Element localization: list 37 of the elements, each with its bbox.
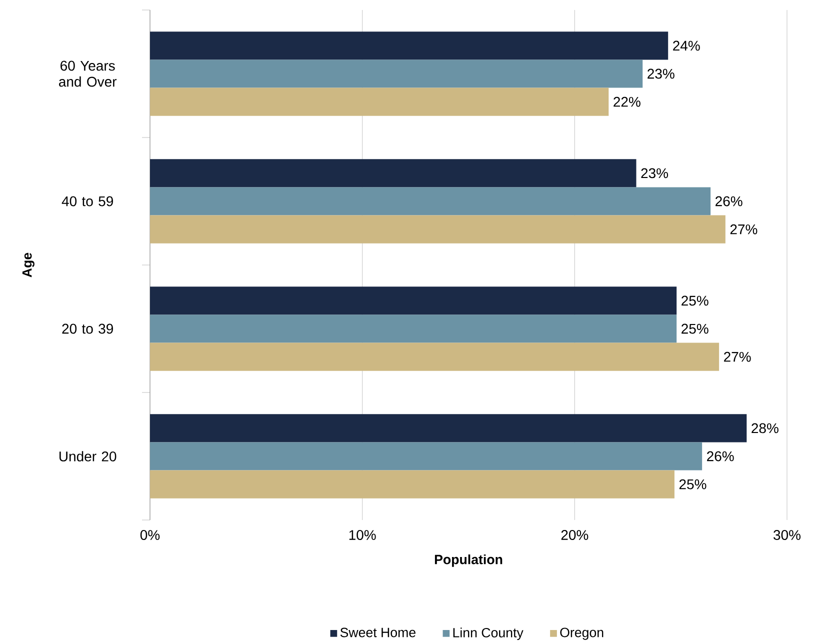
bar (150, 159, 636, 188)
bar (150, 314, 677, 343)
bar (150, 286, 677, 315)
y-tick-label: 40 to 59 (62, 196, 113, 206)
data-label: 25% (682, 296, 708, 306)
bar (150, 60, 643, 88)
bar (150, 342, 720, 371)
y-tick-label: 60 Years and Over (59, 60, 117, 87)
x-tick-label: 30% (774, 530, 801, 540)
x-tick-label: 10% (349, 530, 376, 540)
bar (150, 32, 668, 60)
data-label: 27% (724, 352, 751, 362)
y-tick-label: Under 20 (60, 451, 116, 462)
data-label: 23% (641, 168, 668, 178)
data-label: 26% (707, 451, 734, 462)
data-label: 22% (614, 96, 640, 107)
data-label: 27% (730, 224, 758, 234)
bar (150, 88, 609, 116)
data-label: 28% (752, 423, 778, 434)
data-label: 25% (679, 479, 706, 490)
legend-label: Sweet Home (340, 628, 416, 638)
data-label: 23% (648, 68, 674, 79)
y-axis-title: Age (22, 252, 34, 278)
legend-label: Oregon (560, 628, 604, 640)
x-tick-label: 0% (140, 530, 160, 540)
bar (150, 215, 726, 244)
bar (150, 470, 674, 498)
data-label: 24% (673, 40, 700, 51)
bar (150, 442, 702, 470)
x-axis-title: Population (434, 554, 502, 567)
legend-label: Linn County (453, 628, 524, 640)
bar (150, 187, 711, 216)
y-tick-label: 20 to 39 (62, 324, 113, 334)
data-label: 25% (682, 324, 708, 334)
bar (150, 414, 747, 442)
data-label: 26% (716, 196, 742, 206)
x-tick-label: 20% (561, 530, 588, 540)
